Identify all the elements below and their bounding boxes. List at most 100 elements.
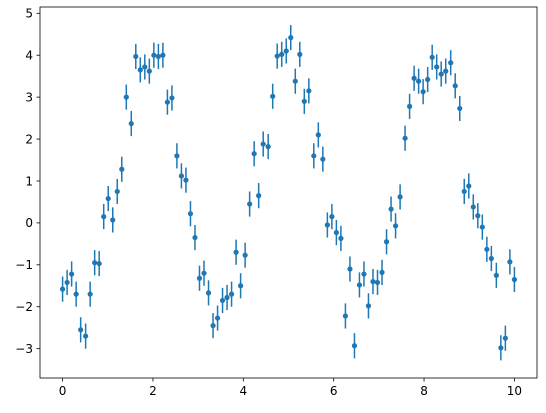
data-point — [73, 291, 79, 297]
data-point — [110, 217, 116, 223]
data-point — [479, 224, 485, 230]
data-point — [488, 255, 494, 262]
data-point — [92, 260, 98, 266]
data-point — [279, 51, 285, 57]
data-point — [443, 68, 449, 74]
data-point — [452, 83, 458, 89]
data-point — [461, 188, 467, 195]
data-point — [406, 103, 413, 109]
data-point — [183, 177, 189, 183]
data-point — [196, 275, 203, 281]
data-point — [242, 252, 248, 258]
data-point — [164, 99, 171, 105]
data-point — [283, 48, 289, 54]
data-point — [101, 214, 107, 220]
data-point — [438, 71, 444, 77]
data-point — [329, 214, 335, 220]
data-point — [402, 135, 408, 141]
data-point — [59, 286, 66, 292]
data-point — [260, 141, 266, 147]
data-point — [475, 213, 481, 219]
data-point — [507, 259, 513, 265]
data-point — [356, 282, 363, 288]
x-tick-label: 4 — [239, 384, 247, 398]
data-point — [484, 246, 490, 252]
y-tick-label: 0 — [25, 216, 33, 230]
data-point — [292, 78, 298, 84]
data-point — [320, 156, 326, 162]
x-tick-label: 6 — [330, 384, 338, 398]
data-point — [105, 195, 111, 202]
data-point — [397, 194, 403, 200]
x-tick-label: 0 — [59, 384, 67, 398]
data-point — [169, 95, 175, 101]
data-point — [411, 75, 417, 81]
data-point — [383, 239, 390, 245]
plot-frame — [39, 6, 538, 379]
y-tick-label: 1 — [25, 174, 33, 188]
data-point — [133, 53, 139, 60]
data-point — [256, 193, 262, 199]
data-point — [374, 279, 381, 286]
data-point — [365, 303, 372, 309]
data-point — [502, 335, 508, 341]
data-point — [288, 35, 294, 41]
data-point — [379, 269, 385, 275]
data-point — [238, 283, 244, 289]
data-point — [511, 276, 518, 283]
data-point — [297, 51, 303, 57]
data-point — [78, 327, 84, 333]
data-point — [425, 76, 431, 83]
data-point — [151, 52, 157, 58]
data-point — [306, 88, 312, 94]
data-point — [210, 323, 216, 329]
data-point — [324, 222, 330, 228]
data-point — [448, 60, 454, 66]
y-tick-label: 3 — [25, 90, 33, 104]
data-point — [429, 54, 435, 60]
data-point — [434, 64, 440, 70]
data-point — [219, 297, 226, 304]
data-point — [228, 291, 235, 297]
data-point — [178, 173, 185, 179]
data-point — [119, 166, 125, 172]
data-point — [187, 211, 194, 217]
data-point — [270, 93, 276, 99]
data-point — [137, 67, 143, 73]
data-point — [83, 333, 89, 339]
y-tick-label: 2 — [25, 132, 33, 146]
data-point — [265, 144, 271, 150]
x-axis-ticks: 0 2 4 6 8 10 — [59, 378, 522, 398]
data-point — [493, 272, 499, 278]
data-point — [146, 68, 152, 74]
y-tick-label: −3 — [15, 342, 33, 356]
data-point — [370, 278, 376, 285]
data-point — [87, 291, 93, 297]
data-point — [123, 94, 129, 100]
data-point — [214, 315, 221, 321]
data-point — [251, 151, 257, 157]
data-point — [470, 204, 476, 210]
data-point — [247, 201, 253, 207]
y-axis-ticks: −3 −2 −1 0 1 2 3 4 5 — [15, 7, 40, 356]
data-point — [361, 271, 367, 277]
data-point — [205, 290, 212, 296]
data-point — [351, 343, 358, 349]
data-point — [192, 234, 198, 241]
data-point — [69, 271, 75, 277]
data-point — [420, 89, 426, 95]
y-tick-label: 4 — [25, 49, 33, 63]
data-point — [142, 64, 148, 70]
data-point — [274, 53, 280, 59]
y-tick-label: 5 — [25, 7, 33, 21]
data-point — [338, 235, 344, 241]
y-tick-label: −1 — [15, 258, 33, 272]
data-point — [416, 78, 422, 84]
data-point — [311, 153, 317, 159]
data-point — [233, 249, 239, 255]
x-tick-label: 8 — [420, 384, 428, 398]
data-point — [114, 188, 120, 195]
axes-frame — [39, 6, 538, 379]
